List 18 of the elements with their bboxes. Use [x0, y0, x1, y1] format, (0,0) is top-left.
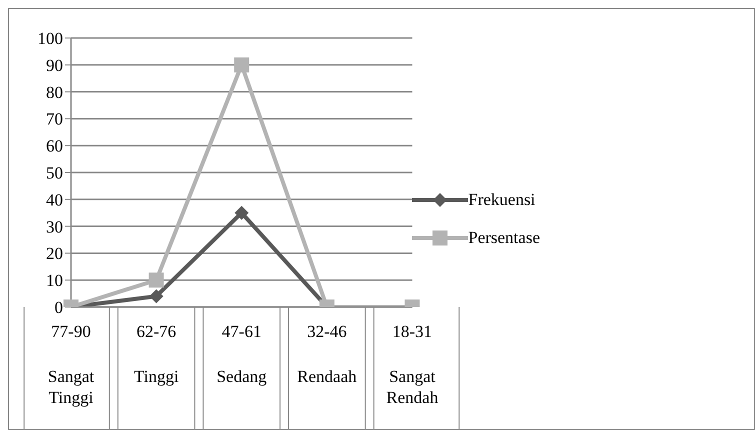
y-tick-label: 80 — [46, 82, 63, 102]
y-tick-label: 60 — [46, 136, 63, 156]
y-tick-label: 50 — [46, 164, 63, 183]
y-tick-label: 100 — [38, 29, 63, 48]
category-label: 62-76 Tinggi — [134, 322, 179, 386]
category-label: 47-61 Sedang — [216, 322, 267, 386]
category-label: 32-46 Rendaah — [297, 322, 357, 386]
category-label: 18-31 Sangat Rendah — [386, 322, 438, 407]
legend-label: Persentase — [468, 228, 540, 248]
y-tick-label: 20 — [46, 244, 63, 264]
category-label: 77-90 Sangat Tinggi — [48, 322, 94, 407]
y-tick-label: 40 — [46, 190, 63, 210]
y-tick-label: 70 — [46, 110, 63, 129]
legend-label: Frekuensi — [468, 190, 536, 210]
y-tick-label: 0 — [54, 298, 63, 318]
y-tick-label: 30 — [46, 217, 63, 236]
y-tick-label: 10 — [46, 271, 63, 290]
y-tick-label: 90 — [46, 56, 63, 75]
